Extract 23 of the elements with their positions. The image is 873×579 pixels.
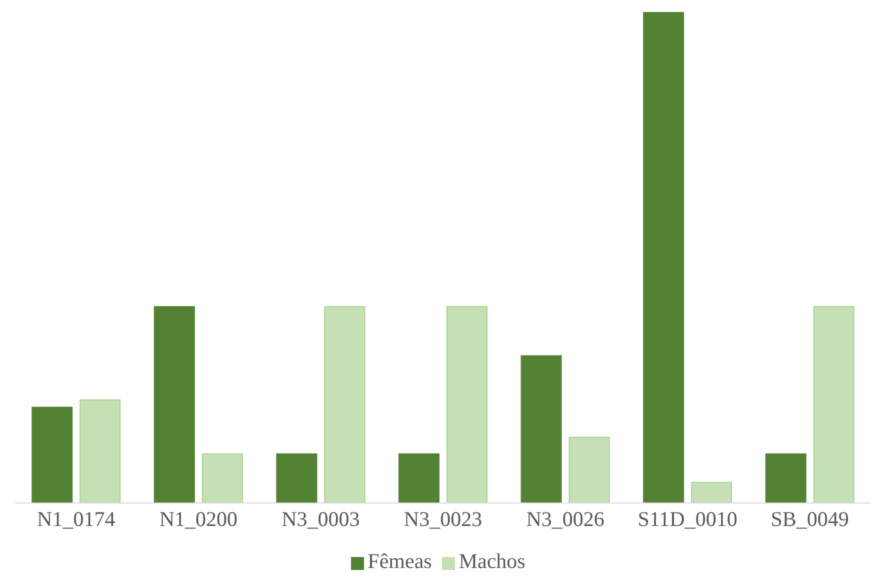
bar: [276, 453, 318, 503]
x-tick-label: N3_0003: [282, 506, 360, 531]
bar: [324, 306, 366, 503]
legend-label: Fêmeas: [368, 549, 432, 573]
bar: [691, 482, 732, 503]
x-tick-label: N3_0023: [404, 506, 482, 531]
bar: [80, 399, 121, 503]
x-tick-label: SB_0049: [770, 506, 849, 531]
bar: [154, 306, 195, 503]
bar: [32, 406, 73, 503]
bar: [765, 453, 806, 503]
bar: [813, 306, 854, 503]
x-tick-label: N1_0174: [37, 506, 116, 531]
x-tick-label: N1_0200: [159, 506, 238, 531]
x-tick-label: S11D_0010: [638, 506, 738, 531]
bar: [202, 453, 243, 503]
legend-label: Machos: [458, 549, 526, 573]
bar: [568, 436, 610, 503]
x-tick-label: N3_0026: [526, 506, 604, 531]
bar: [398, 453, 440, 503]
bar: [446, 306, 488, 503]
bar: [643, 12, 684, 503]
bar: [520, 355, 562, 503]
